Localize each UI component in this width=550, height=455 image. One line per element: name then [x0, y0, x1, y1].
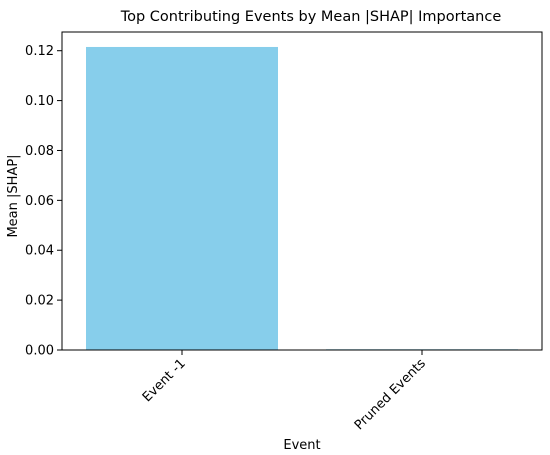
x-tick-label: Event -1: [140, 356, 189, 405]
y-tick-label: 0.02: [25, 294, 54, 309]
y-axis: 0.00 0.02 0.04 0.06 0.08 0.10 0.12: [25, 44, 62, 359]
chart-title: Top Contributing Events by Mean |SHAP| I…: [120, 9, 502, 25]
bar-1: [86, 46, 278, 350]
x-axis: Event -1 Pruned Events: [140, 350, 429, 433]
plot-frame: [61, 31, 543, 351]
y-tick-label: 0.04: [25, 244, 54, 259]
y-tick-label: 0.10: [25, 94, 54, 109]
plot-area: [86, 46, 518, 350]
x-axis-label: Event: [283, 438, 320, 453]
y-axis-label: Mean |SHAP|: [6, 154, 21, 237]
y-tick-label: 0.12: [25, 44, 54, 59]
y-tick-label: 0.08: [25, 144, 54, 159]
x-tick-label: Pruned Events: [352, 356, 429, 433]
y-tick-label: 0.00: [25, 344, 54, 359]
y-tick-label: 0.06: [25, 194, 54, 209]
